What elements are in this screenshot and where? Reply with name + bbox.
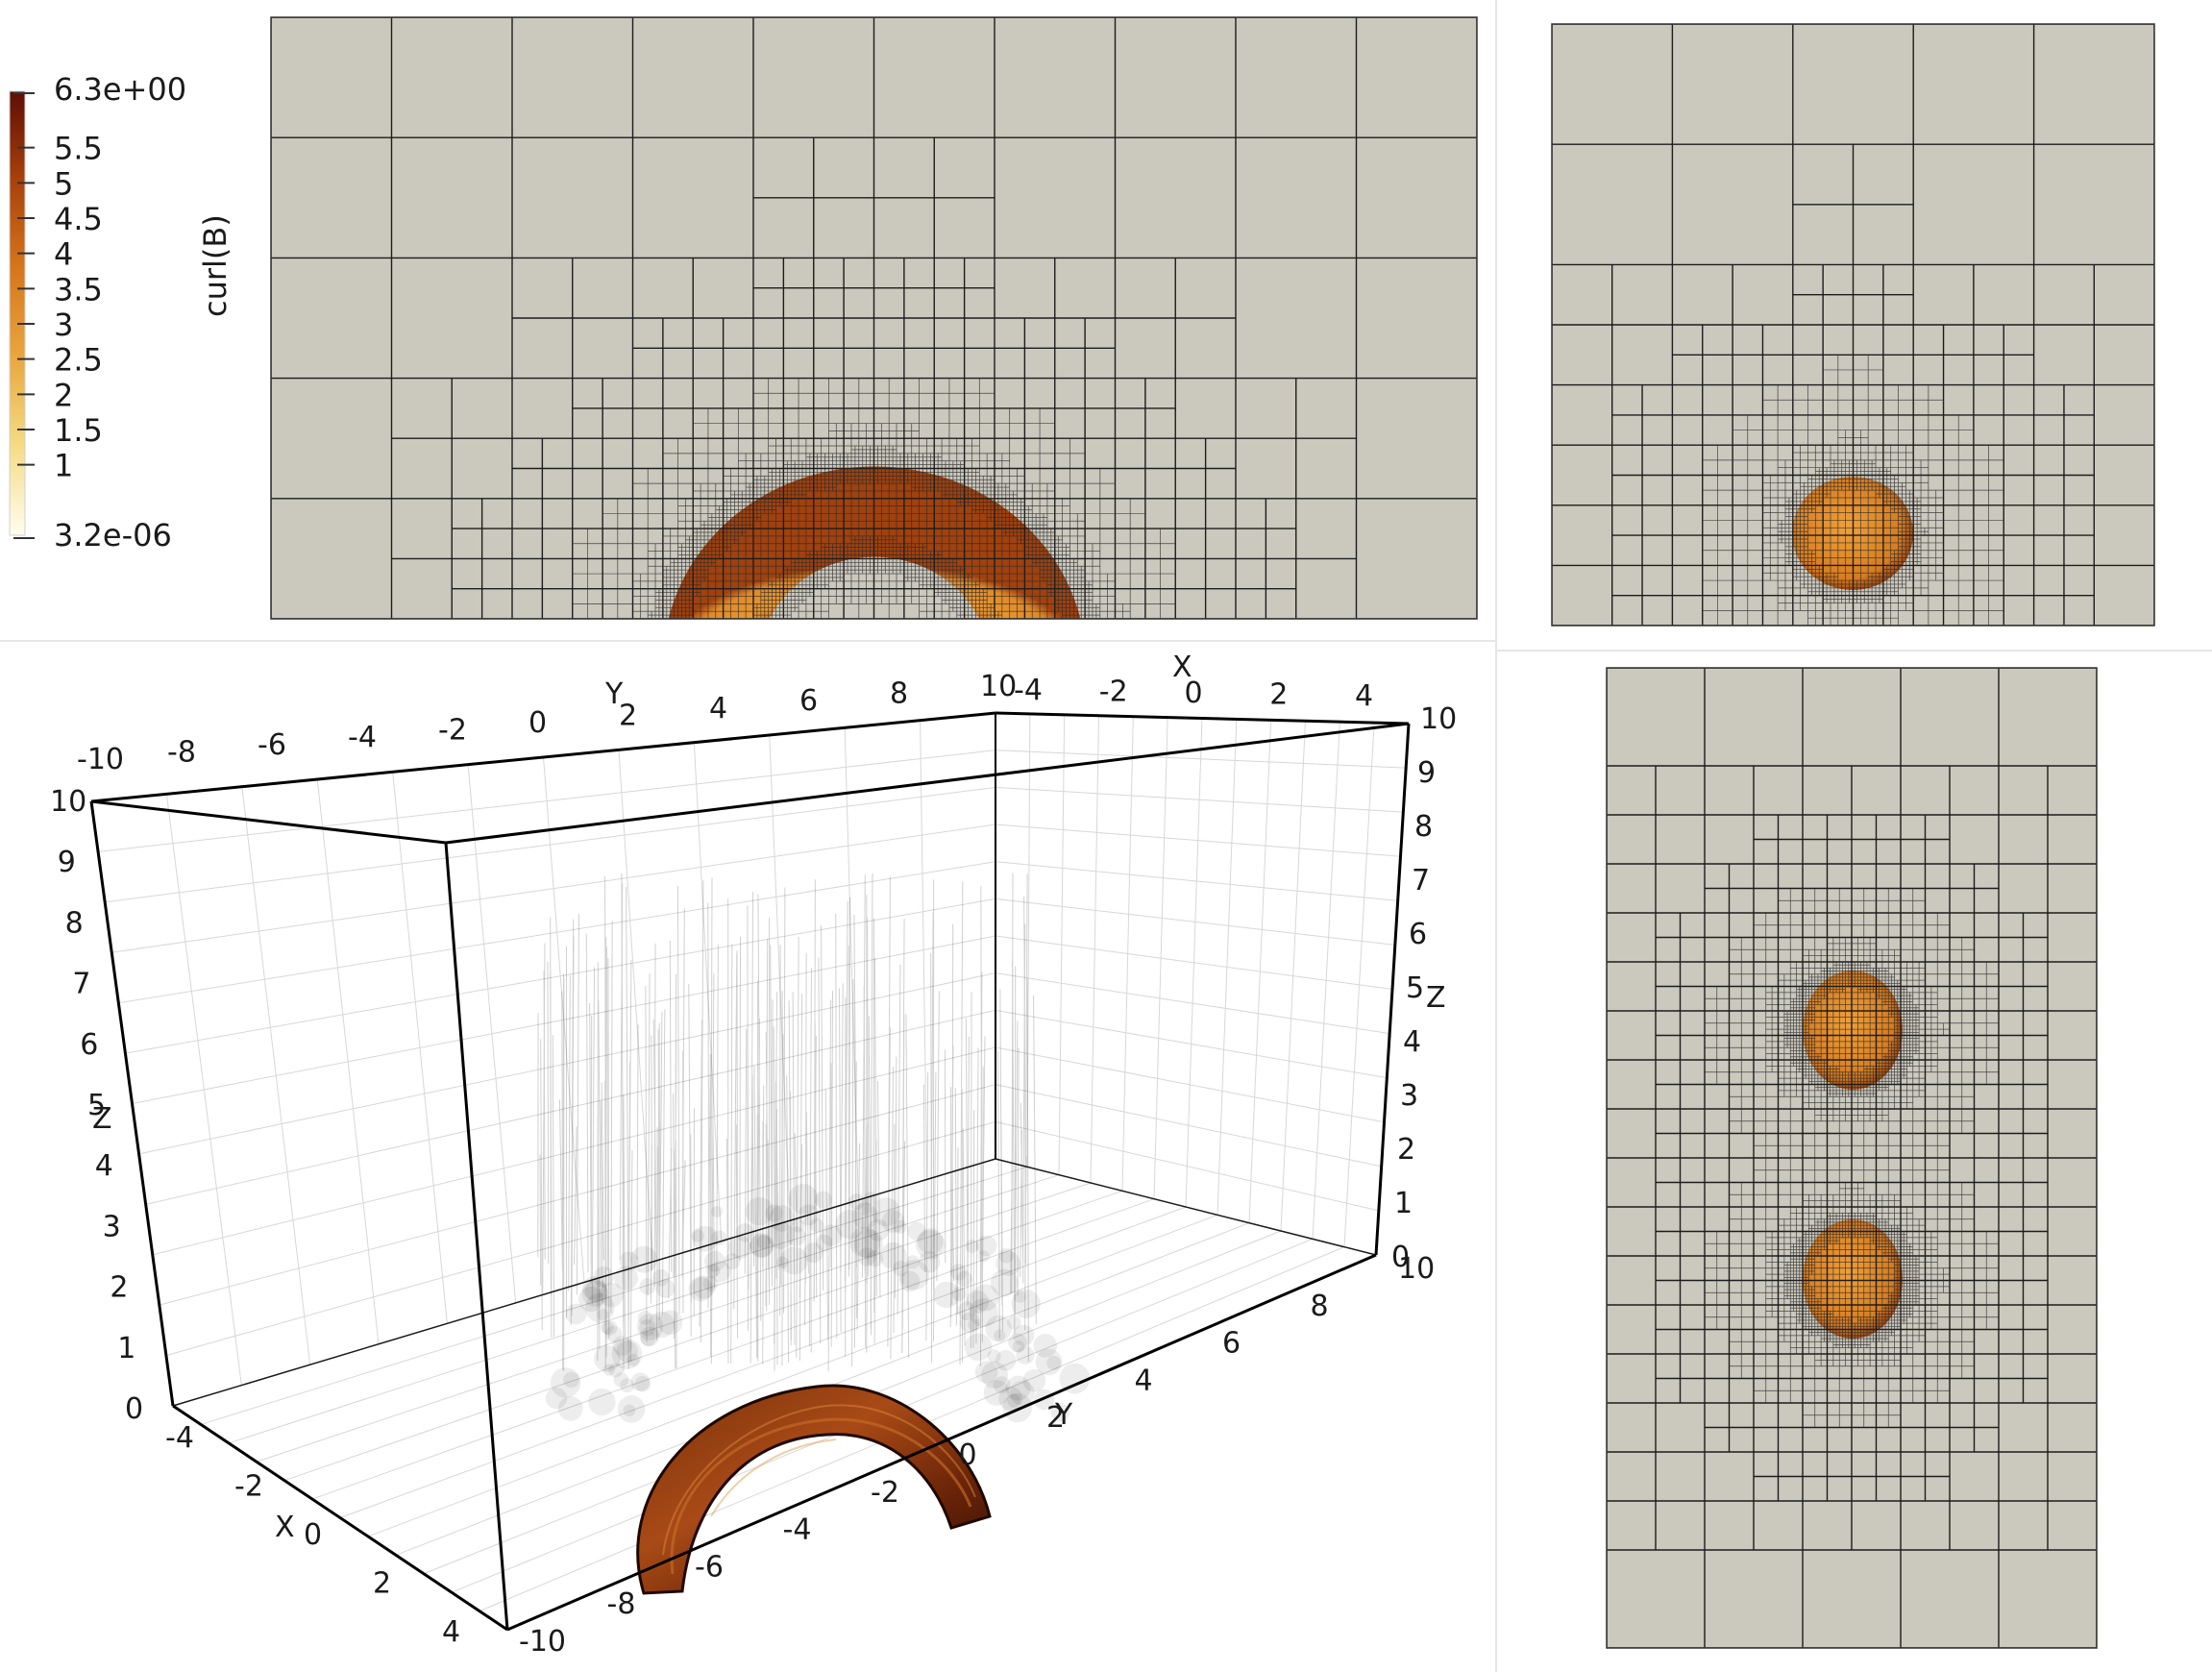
axis-y-tick-top: 0	[528, 706, 547, 740]
slice-xz-view[interactable]: curl(B) 5.554.543.532.521.51 6.3e+00 3.2…	[0, 0, 1495, 640]
colorbar-tick-label: 3.5	[54, 271, 103, 307]
axis-x-tick-bottom: -4	[165, 1421, 194, 1455]
colorbar-min-label: 3.2e-06	[54, 517, 172, 553]
axis-y-tick-top: 6	[799, 684, 818, 718]
axis-y-tick-bottom: -10	[519, 1625, 566, 1659]
axis-x-tick-bottom: 0	[304, 1518, 322, 1552]
colorbar-tick-label: 1	[54, 448, 73, 484]
axis-z-tick-left: 0	[125, 1392, 143, 1426]
axis-x-tick-top: -2	[1099, 676, 1128, 709]
axis-y-tick-top: 8	[890, 677, 908, 711]
axis-y-tick-top: -8	[167, 735, 196, 769]
axis-z-tick-right: 7	[1412, 864, 1430, 897]
axis-z-tick-left: 1	[117, 1332, 135, 1365]
colorbar-max-label: 6.3e+00	[54, 71, 186, 108]
axis-z-tick-left: 8	[65, 906, 84, 940]
axis-x-tick-bottom: -2	[234, 1470, 263, 1504]
axis-z-title-right: Z	[1426, 981, 1446, 1015]
horizontal-divider-left[interactable]	[0, 640, 1495, 642]
slice-xy-mesh	[1607, 668, 2097, 1648]
axis-z-tick-right: 4	[1403, 1025, 1421, 1059]
colorbar-gradient	[9, 90, 26, 536]
axis-y-tick-bottom: -6	[695, 1550, 724, 1584]
axis-y-tick-bottom: 0	[959, 1438, 977, 1472]
axis-y-tick-top: 4	[709, 692, 727, 725]
slice-xy-panel[interactable]	[1497, 652, 2212, 1672]
axis-x-tick-bottom: 2	[373, 1567, 391, 1601]
colorbar-tick-label: 5	[54, 165, 73, 202]
axis-z-tick-left: 5	[87, 1089, 106, 1122]
axis-y-tick-top: 10	[980, 670, 1017, 703]
colorbar-tick-label: 4	[54, 236, 73, 273]
axis-z-tick-left: 9	[58, 846, 76, 879]
axis-y-tick-bottom: -8	[607, 1587, 636, 1621]
axis-z-tick-right: 1	[1394, 1187, 1413, 1220]
axis-z-tick-right: 10	[1420, 702, 1457, 736]
axis-y-tick-top: -10	[77, 743, 124, 776]
axis-z-tick-right: 6	[1409, 918, 1427, 951]
axis-z-tick-right: 8	[1414, 810, 1433, 844]
colorbar-tick-label: 5.5	[54, 131, 103, 167]
axis-z-tick-left: 4	[95, 1149, 113, 1183]
axis-y-tick-top: -4	[348, 721, 377, 754]
vertical-divider[interactable]	[1495, 0, 1497, 1672]
axis-z-tick-left: 7	[72, 968, 90, 1001]
bounding-box	[89, 711, 1411, 1632]
axis-z-tick-right: 9	[1417, 756, 1436, 790]
axis-x-title-bottom: X	[275, 1511, 295, 1544]
axis-x-tick-bottom: 4	[442, 1615, 460, 1649]
axis-y-title-top: Y	[604, 677, 624, 711]
axis-z-tick-right: 3	[1400, 1079, 1418, 1113]
axis-z-tick-right: 0	[1391, 1241, 1410, 1274]
axis-y-tick-bottom: 8	[1311, 1290, 1329, 1323]
colorbar-tick-label: 3	[54, 307, 73, 343]
colorbar-tick-label: 1.5	[54, 412, 103, 449]
view-3d-panel[interactable]: -10 -8 -6 -4 -2 0 2 4 6 8 10 Y -4 -2 0 2 4 X 10 9 8 7 6 5 4 3 2 1 0 Z…	[0, 642, 1495, 1672]
axis-y-tick-top: -2	[438, 714, 467, 748]
slice-xz-panel[interactable]: curl(B) 5.5 5 4.5 4 3.5 3 2.5 2 1.5 1 6.3e+00 3.2…	[0, 0, 1495, 640]
axis-x-tick-top: -4	[1014, 674, 1043, 707]
current-ring-3d	[636, 1384, 992, 1595]
axis-z-tick-left: 10	[50, 785, 86, 819]
slice-yz-view[interactable]	[1497, 0, 2212, 650]
colorbar-title: curl(B)	[197, 214, 233, 317]
axis-x-tick-top: 4	[1355, 679, 1373, 713]
slice-xz-mesh	[271, 17, 1477, 619]
view-3d[interactable]: -10 -8 -6 -4 -2 0 2 4 6 8 10Y -4 -2 0 2 4X109876543210Z…	[0, 642, 1495, 1672]
colorbar-tick-label: 4.5	[54, 201, 103, 237]
axis-x-tick-top: 0	[1185, 676, 1203, 710]
colorbar: curl(B) 5.554.543.532.521.51 6.3e+00 3.2…	[9, 71, 233, 553]
axis-y-tick-bottom: -4	[783, 1513, 812, 1547]
colorbar-tick-label: 2	[54, 377, 73, 413]
slice-yz-mesh	[1552, 24, 2154, 626]
axis-y-tick-top: -6	[258, 728, 286, 762]
axis-y-tick-bottom: 6	[1222, 1327, 1241, 1361]
axis-y-tick-bottom: -2	[871, 1476, 899, 1510]
axis-y-tick-bottom: 4	[1135, 1364, 1153, 1397]
refined-mesh-halo	[545, 1184, 1091, 1423]
slice-xy-view[interactable]	[1497, 652, 2212, 1672]
axis-x-tick-top: 2	[1269, 678, 1288, 712]
axis-y-tick-bottom: 10	[1398, 1252, 1435, 1286]
axis-x-title-top: X	[1172, 651, 1192, 684]
axis-z-tick-right: 2	[1397, 1133, 1415, 1167]
axis-z-tick-right: 5	[1406, 971, 1424, 1005]
colorbar-tick-label: 2.5	[54, 342, 103, 379]
axis-y-tick-top: 2	[619, 699, 637, 732]
slice-yz-panel[interactable]	[1497, 0, 2212, 650]
axis-y-title-bottom: Y	[1054, 1398, 1073, 1432]
axis-z-tick-left: 3	[103, 1210, 121, 1243]
axis-z-tick-left: 2	[110, 1271, 128, 1305]
axis-z-tick-left: 6	[80, 1028, 98, 1062]
axis-y-tick-bottom: 2	[1046, 1401, 1065, 1435]
horizontal-divider-right[interactable]	[1497, 650, 2212, 652]
axis-z-title-left: Z	[92, 1102, 112, 1136]
